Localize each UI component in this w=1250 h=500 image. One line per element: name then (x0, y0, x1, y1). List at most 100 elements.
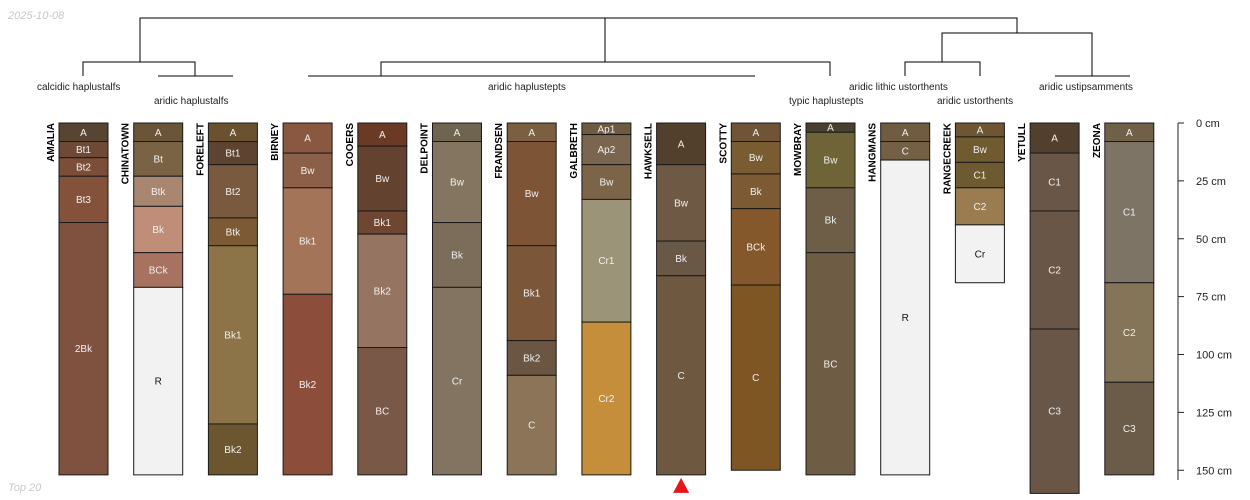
profile-name: BIRNEY (270, 123, 281, 161)
horizon-bk1 (282, 187, 333, 295)
horizon-bw (954, 136, 1005, 163)
depth-tick-label: 150 cm (1196, 465, 1232, 477)
horizon-label: R (902, 313, 909, 324)
horizon-label: Bk1 (523, 289, 541, 300)
horizon-bc (357, 347, 408, 476)
dendrogram-branch-ustepts (380, 61, 831, 76)
horizon-label: BCk (746, 242, 766, 253)
horizon-label: C1 (1123, 208, 1136, 219)
horizon-label: R (155, 377, 162, 388)
horizon-bc (805, 252, 856, 476)
horizon-btk (133, 175, 184, 207)
profile-rangecreek: A Bw C1 C2 Cr RANGECREEK (942, 122, 1005, 284)
group-label: aridic lithic ustorthents (849, 82, 948, 93)
profile-scotty: A Bw Bk BCk C SCOTTY (718, 122, 781, 471)
horizon-label: A (80, 128, 87, 139)
horizon-label: C (752, 373, 759, 384)
horizon-cr (432, 286, 482, 476)
horizon-label: Bw (973, 145, 988, 156)
horizon-label: Bt (153, 154, 163, 165)
horizon-label: Bk2 (374, 286, 392, 297)
dendrogram-branch-haplustalfs (82, 61, 196, 76)
horizon-label: A (827, 123, 834, 134)
horizon-label: Btk (226, 227, 241, 238)
profile-name: CHINATOWN (121, 123, 132, 184)
horizon-label: Bw (450, 178, 465, 189)
horizon-label: A (454, 128, 461, 139)
horizon-bck (730, 208, 781, 286)
profile-delpoint: A Bw Bk Cr DELPOINT (420, 122, 482, 476)
horizon-btk (207, 217, 258, 247)
profile-name: YETULL (1017, 123, 1028, 162)
horizon-label: Bk1 (224, 330, 242, 341)
horizon-label: A (379, 130, 386, 141)
horizon-label: A (902, 128, 909, 139)
horizon-r (133, 286, 184, 476)
horizon-2bk (58, 222, 109, 476)
horizon-label: BCk (149, 266, 169, 277)
horizon-label: Bk (825, 216, 838, 227)
horizon-label: A (1126, 128, 1133, 139)
horizon-label: C2 (1048, 266, 1061, 277)
horizon-label: BC (824, 359, 838, 370)
horizon-label: Bt2 (76, 162, 91, 173)
horizon-label: C1 (974, 171, 987, 182)
horizon-bw (805, 131, 856, 189)
horizon-label: Bw (525, 189, 540, 200)
horizon-c2 (1104, 282, 1155, 383)
profile-name: AMALIA (46, 123, 57, 162)
profile-frandsen: A Bw Bk1 Bk2 C FRANDSEN (494, 122, 557, 476)
profile-foreleft: A Bt1 Bt2 Btk Bk1 Bk2 FORELEFT (195, 122, 258, 476)
depth-tick-label: 75 cm (1196, 292, 1226, 304)
horizon-label: Bt2 (225, 187, 240, 198)
profile-name: HAWKSELL (644, 123, 655, 179)
selected-profile-marker (673, 477, 690, 493)
horizon-label: Ap1 (598, 124, 616, 135)
profile-name: GALBRETH (569, 123, 580, 179)
horizon-label: Bw (599, 178, 614, 189)
horizon-c3 (1104, 381, 1155, 476)
profile-name: DELPOINT (420, 123, 431, 174)
profile-galbreth: Ap1 Ap2 Bw Cr1 Cr2 GALBRETH (569, 122, 632, 476)
dendrogram-root (139, 17, 1018, 62)
horizon-label: BC (375, 407, 389, 418)
horizon-label: A (230, 128, 237, 139)
horizon-bk2 (282, 293, 333, 476)
depth-tick-label: 0 cm (1196, 118, 1220, 130)
group-label: calcidic haplustalfs (37, 82, 120, 93)
horizon-label: C3 (1123, 424, 1136, 435)
dendrogram-branch-ustorthents-root (941, 32, 1093, 76)
profile-name: MOWBRAY (793, 123, 804, 176)
horizon-c (506, 374, 557, 476)
depth-tick-label: 25 cm (1196, 176, 1226, 188)
profile-chinatown: A Bt Btk Bk BCk R CHINATOWN (121, 122, 184, 476)
depth-tick-label: 100 cm (1196, 350, 1232, 362)
horizon-bw (656, 164, 707, 242)
horizon-label: Cr2 (598, 394, 615, 405)
horizon-c (730, 284, 781, 471)
horizon-a (1029, 122, 1080, 154)
horizon-bk1 (207, 245, 258, 425)
horizon-bw (357, 145, 408, 212)
profile-birney: A Bw Bk1 Bk2 BIRNEY (270, 122, 333, 476)
horizon-label: C (528, 421, 535, 432)
profile-mowbray: AABwBkBCMOWBRAY (793, 122, 856, 476)
horizon-bk (805, 187, 856, 254)
horizon-bk2 (357, 233, 408, 349)
horizon-bt3 (58, 175, 109, 224)
horizon-label: Bt1 (76, 145, 91, 156)
horizon-label: A (752, 128, 759, 139)
horizon-bw (282, 152, 333, 189)
horizon-bw (432, 141, 482, 224)
horizon-label: Bk (675, 254, 688, 265)
horizon-label: Cr1 (598, 256, 615, 267)
horizon-label: C2 (1123, 328, 1136, 339)
caption-watermark: Top 20 (8, 482, 42, 494)
horizon-a (282, 122, 333, 154)
horizon-label: Bk2 (299, 380, 317, 391)
horizon-label: Bk (152, 225, 165, 236)
depth-tick-label: 50 cm (1196, 234, 1226, 246)
profile-name: HANGMANS (868, 123, 879, 182)
horizon-ap2 (581, 134, 632, 166)
